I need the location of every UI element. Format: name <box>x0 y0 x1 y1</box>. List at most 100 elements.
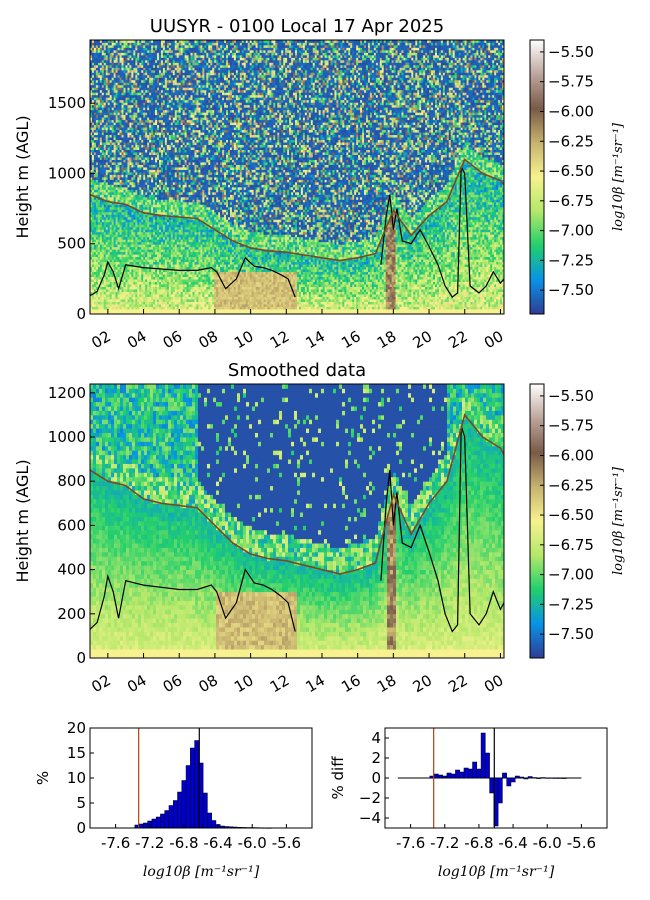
y-tick-label: 0 <box>76 305 86 323</box>
histogram-bar <box>502 773 506 778</box>
colorbar-tick-label: −5.50 <box>548 387 594 405</box>
x-tick-label: 12 <box>267 327 293 352</box>
histogram-bar <box>207 813 211 828</box>
colorbar-tick-label: −5.75 <box>548 73 594 91</box>
histogram-bar <box>473 762 477 778</box>
x-tick-label: -7.6 <box>101 834 130 852</box>
x-tick-label: 22 <box>445 671 471 696</box>
x-tick-label: 14 <box>303 671 329 696</box>
colorbar-tick-label: −7.00 <box>548 222 594 240</box>
x-tick-label: 10 <box>231 671 257 696</box>
histogram-bar <box>541 778 545 779</box>
x-tick-label: -6.4 <box>498 834 527 852</box>
histogram-bar <box>195 741 199 829</box>
histogram-bar <box>519 777 523 778</box>
colorbar <box>530 384 544 658</box>
y-tick-label: 1200 <box>48 384 86 402</box>
histogram-bar <box>537 778 541 779</box>
histogram-bar <box>528 777 532 779</box>
y-tick-label: 1000 <box>48 164 86 182</box>
histogram-bar <box>455 770 459 778</box>
x-tick-label: 06 <box>160 327 186 352</box>
histogram-bar <box>186 766 190 829</box>
x-tick-label: 00 <box>481 327 507 352</box>
x-tick-label: -7.6 <box>396 834 425 852</box>
histogram-bar <box>549 778 553 779</box>
histogram-bar <box>203 793 207 828</box>
x-tick-label: 10 <box>231 327 257 352</box>
y-tick-label: 2 <box>371 749 381 767</box>
histogram-bar <box>182 781 186 829</box>
y-tick-label: 4 <box>371 729 381 747</box>
y-axis-label: Height m (AGL) <box>13 459 32 582</box>
y-tick-label: −2 <box>359 789 381 807</box>
colorbar-tick-label: −7.00 <box>548 566 594 584</box>
y-tick-label: 0 <box>76 649 86 667</box>
histogram-bar <box>160 814 164 828</box>
histogram-bar <box>447 773 451 778</box>
y-tick-label: 0 <box>371 769 381 787</box>
colorbar-tick-label: −6.25 <box>548 132 594 150</box>
histogram-bar <box>178 792 182 828</box>
x-tick-label: 22 <box>445 327 471 352</box>
x-tick-label: 14 <box>303 327 329 352</box>
histogram-bar <box>434 774 438 778</box>
x-tick-label: 06 <box>160 671 186 696</box>
colorbar-tick-label: −5.75 <box>548 417 594 435</box>
colorbar-tick-label: −6.50 <box>548 506 594 524</box>
x-tick-label: 18 <box>374 671 400 696</box>
histogram-bar <box>558 778 562 779</box>
y-tick-label: 5 <box>76 794 86 812</box>
colorbar-label: log10β [m⁻¹sr⁻¹] <box>611 466 626 575</box>
x-tick-label: 20 <box>410 671 436 696</box>
colorbar-tick-label: −7.25 <box>548 595 594 613</box>
x-tick-label: 04 <box>124 671 150 696</box>
x-tick-label: -6.4 <box>203 834 232 852</box>
histogram-bar <box>438 775 442 778</box>
colorbar-tick-label: −6.75 <box>548 536 594 554</box>
x-tick-label: -6.8 <box>464 834 493 852</box>
y-tick-label: −4 <box>359 809 381 827</box>
y-tick-label: 10 <box>67 769 86 787</box>
histogram-bar <box>477 769 481 778</box>
histogram-bar <box>524 778 528 779</box>
histogram-bar <box>481 733 485 778</box>
y-tick-label: 800 <box>57 472 86 490</box>
y-axis-label: % diff <box>329 756 347 800</box>
y-tick-label: 500 <box>57 235 86 253</box>
histogram-bar <box>562 778 566 779</box>
x-tick-label: 08 <box>195 327 221 352</box>
x-tick-label: 16 <box>338 671 364 696</box>
histogram-bar <box>190 748 194 828</box>
y-tick-label: 15 <box>67 744 86 762</box>
x-tick-label: 02 <box>88 327 114 352</box>
colorbar <box>530 40 544 314</box>
histogram-bar <box>165 811 169 829</box>
histogram-bar <box>443 776 447 778</box>
x-tick-label: 20 <box>410 327 436 352</box>
colorbar-tick-label: −6.00 <box>548 102 594 120</box>
histogram-bar <box>152 819 156 828</box>
histogram-bar <box>212 821 216 829</box>
y-tick-label: 20 <box>67 719 86 737</box>
x-tick-label: -6.0 <box>238 834 267 852</box>
x-tick-label: -6.8 <box>169 834 198 852</box>
x-tick-label: 12 <box>267 671 293 696</box>
y-tick-label: 1500 <box>48 94 86 112</box>
x-tick-label: 08 <box>195 671 221 696</box>
histogram-bar <box>532 778 536 779</box>
x-axis-label: log10β [m⁻¹sr⁻¹] <box>143 864 260 880</box>
histogram-bar <box>139 824 143 828</box>
histogram-bar <box>173 801 177 829</box>
colorbar-tick-label: −7.25 <box>548 251 594 269</box>
x-tick-label: -5.6 <box>567 834 596 852</box>
y-tick-label: 600 <box>57 516 86 534</box>
heatmap-field <box>90 40 504 314</box>
histogram-bar <box>545 778 549 779</box>
histogram-bar <box>511 778 515 782</box>
x-tick-label: 04 <box>124 327 150 352</box>
